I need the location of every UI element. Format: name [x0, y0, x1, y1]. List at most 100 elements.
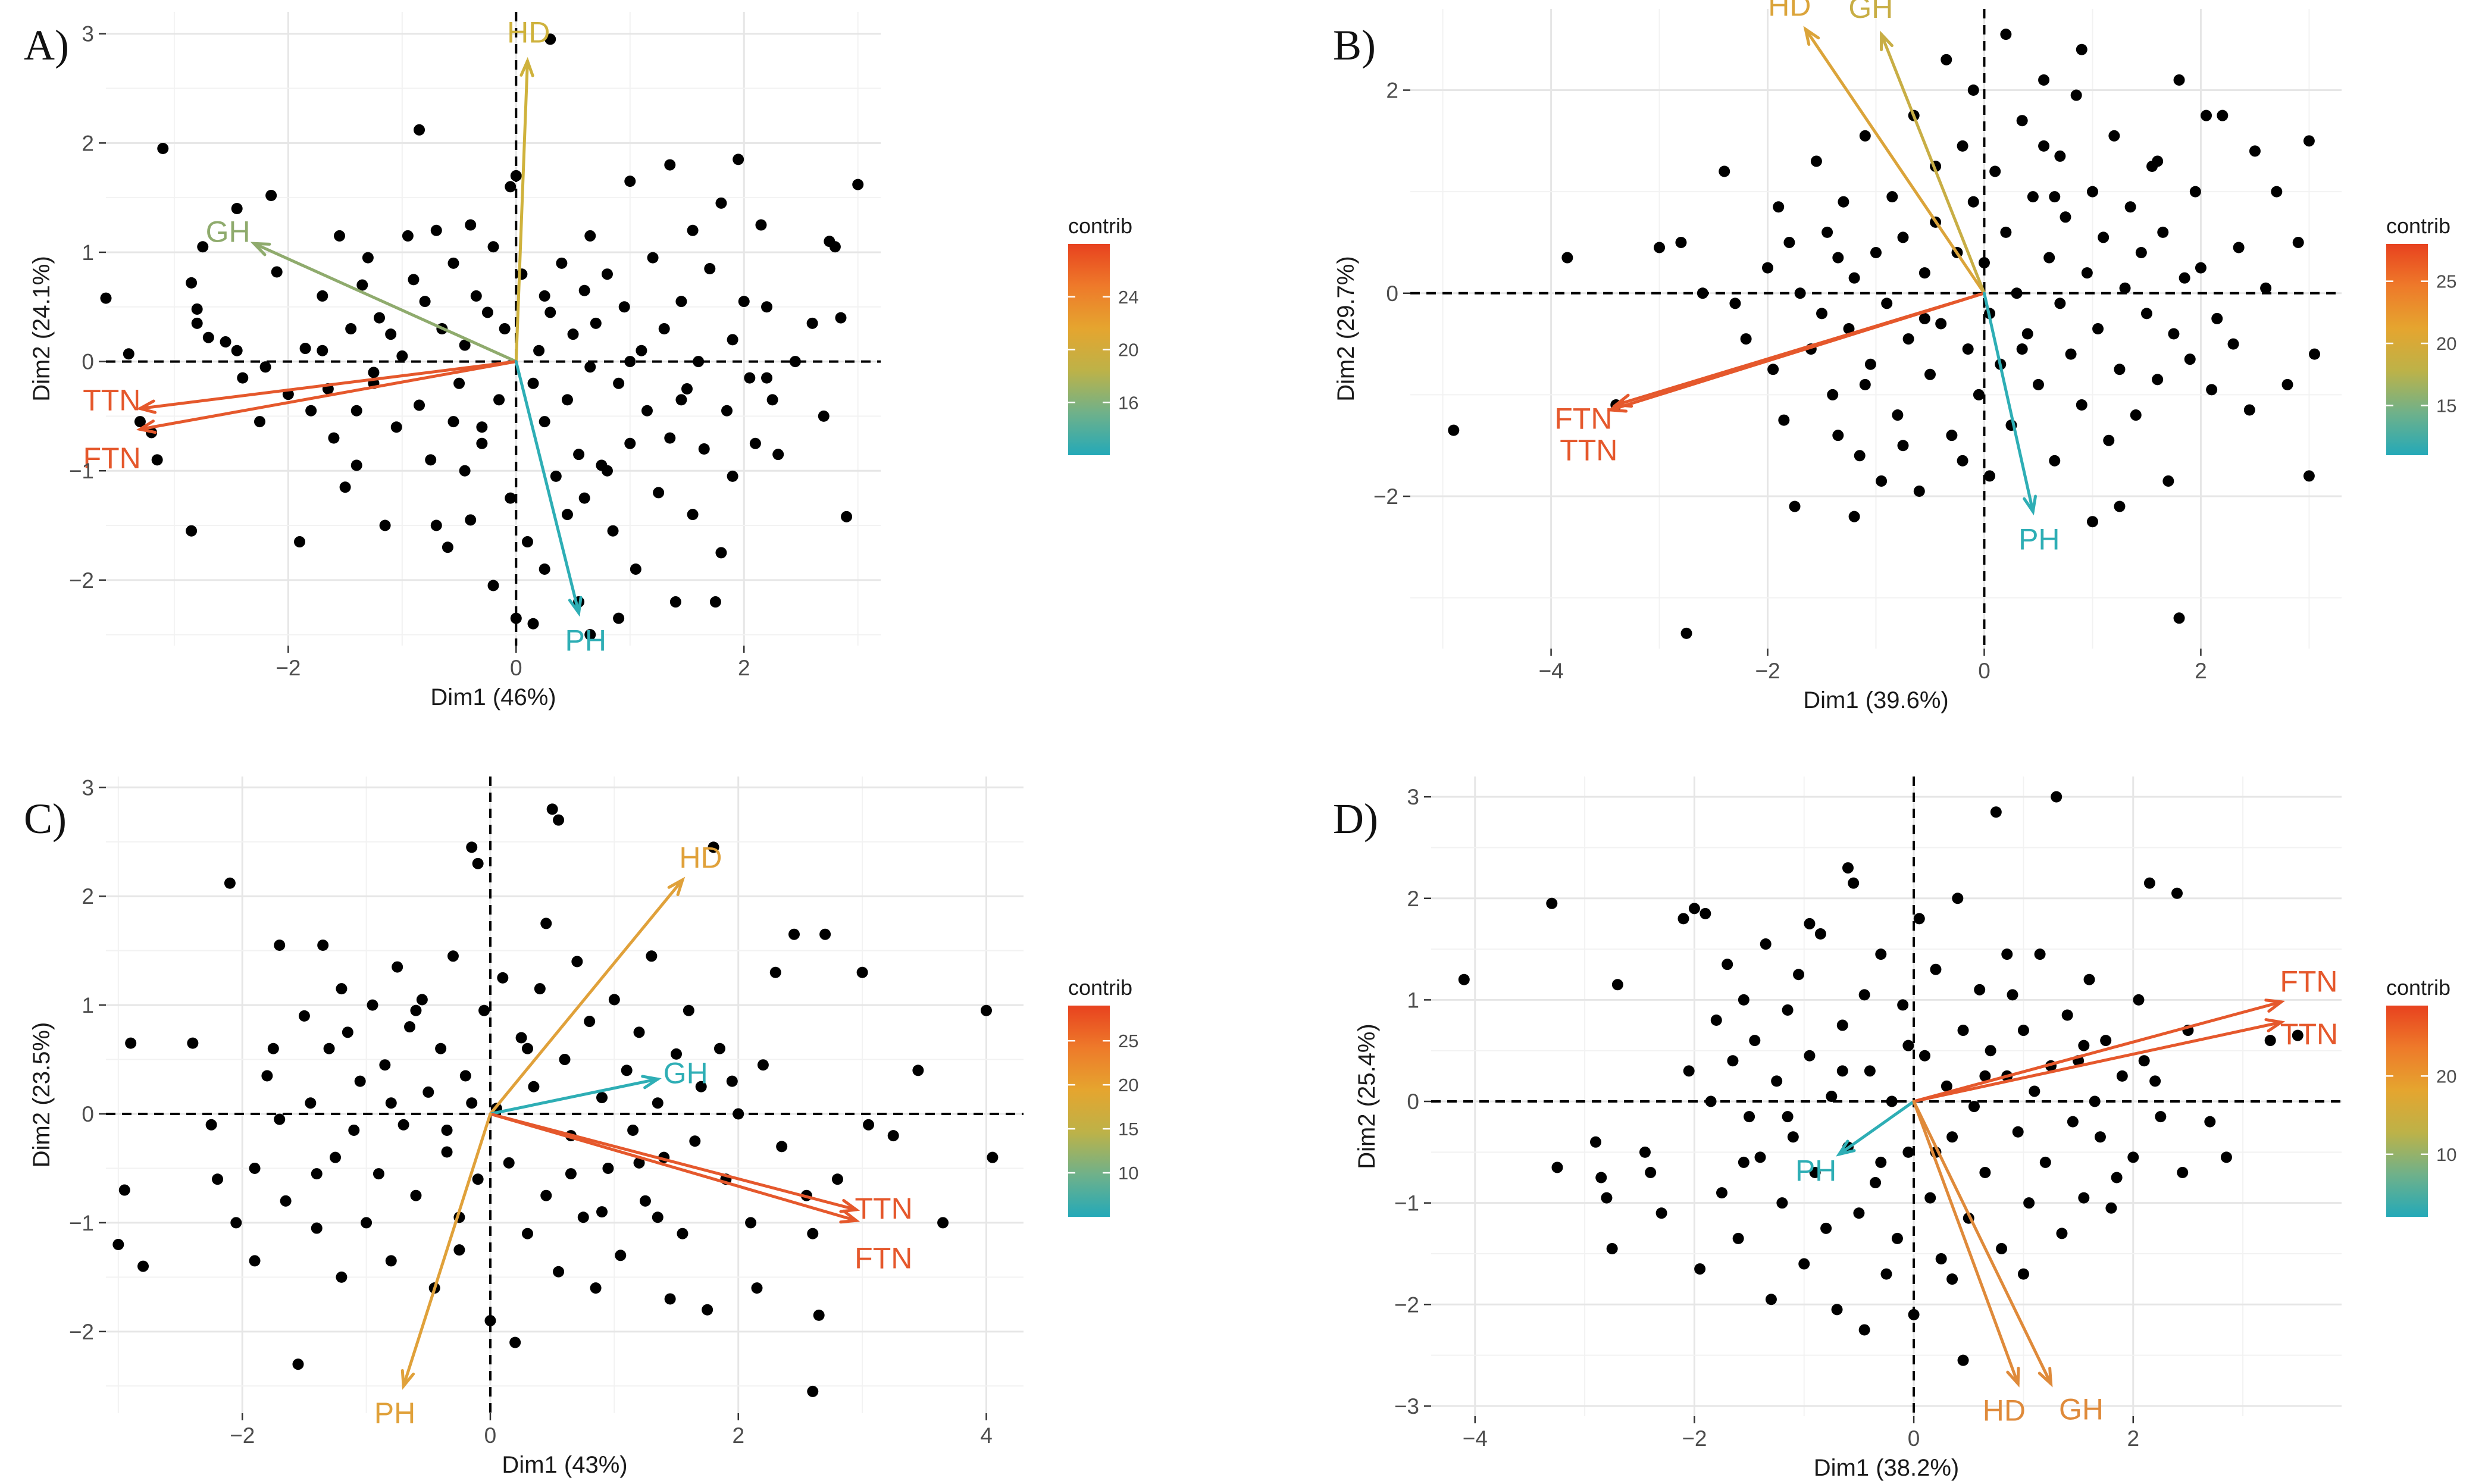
legend-title-b: contrib: [2386, 214, 2450, 238]
y-axis-title-a: Dim2 (24.1%): [29, 256, 55, 402]
legend-a: contrib 16 20 24: [1068, 214, 1138, 455]
x-tick-label: 0: [484, 1423, 497, 1448]
data-point: [1826, 1091, 1838, 1102]
data-point: [1957, 1025, 1969, 1037]
legend-title-c: contrib: [1068, 975, 1132, 1000]
data-point: [2108, 130, 2120, 142]
data-point: [466, 1097, 478, 1109]
data-point: [2016, 115, 2028, 127]
data-point: [305, 1097, 317, 1109]
data-point: [2070, 89, 2082, 101]
arrow-label-ph: PH: [1795, 1154, 1836, 1187]
data-point: [379, 1059, 391, 1071]
data-point: [528, 1081, 540, 1092]
data-point: [430, 224, 442, 236]
data-point: [2021, 328, 2033, 340]
data-point: [807, 1385, 819, 1397]
arrow-head: [839, 1209, 860, 1224]
data-point: [852, 179, 864, 190]
arrow-shaft: [1982, 292, 2035, 514]
loading-arrow-ftn: FTN: [1912, 965, 2338, 1103]
data-point: [453, 377, 465, 389]
data-point: [1645, 1166, 1657, 1178]
data-point: [1754, 1151, 1766, 1163]
zero-lines-b: [1410, 9, 2342, 649]
data-point: [2065, 348, 2077, 360]
arrow-head: [568, 596, 583, 617]
data-point: [1918, 267, 1930, 279]
y-tick-label: 3: [82, 22, 94, 46]
data-point: [829, 241, 841, 253]
data-point: [2092, 323, 2104, 334]
data-point: [1655, 1207, 1667, 1219]
data-point: [721, 405, 733, 417]
loading-arrow-hd: HD: [1768, 0, 1986, 295]
data-point: [704, 263, 716, 275]
data-point: [715, 197, 727, 209]
arrow-head: [2023, 494, 2038, 516]
data-point: [539, 416, 550, 428]
data-point: [1946, 430, 1958, 442]
data-point: [1683, 1065, 1695, 1077]
arrow-shaft: [1912, 1020, 2283, 1103]
arrow-shaft: [1912, 1000, 2283, 1103]
points-a: [100, 33, 864, 641]
data-point: [559, 1054, 571, 1066]
data-point: [613, 377, 625, 389]
data-point: [447, 257, 459, 269]
loading-arrow-ph: PH: [514, 360, 606, 657]
data-point: [465, 514, 477, 526]
legend-title-a: contrib: [1068, 214, 1132, 238]
data-point: [197, 241, 209, 253]
data-point: [1749, 1035, 1761, 1047]
data-point: [540, 1189, 552, 1201]
arrow-shaft: [489, 878, 684, 1116]
x-tick-label: 2: [2127, 1426, 2139, 1451]
data-point: [1827, 389, 1839, 400]
arrow-label-ftn: FTN: [83, 442, 141, 475]
y-tick-label: 0: [1386, 281, 1398, 306]
arrow-shaft: [489, 1112, 858, 1211]
legend-tick-label: 20: [1118, 1075, 1138, 1095]
data-point: [624, 356, 636, 368]
data-point: [1680, 627, 1692, 639]
data-point: [186, 525, 198, 537]
data-point: [937, 1217, 949, 1229]
data-point: [224, 877, 236, 889]
data-point: [2061, 1009, 2073, 1021]
data-point: [624, 437, 636, 449]
data-point: [330, 1151, 341, 1163]
data-point: [453, 1244, 465, 1256]
data-point: [2220, 1151, 2232, 1163]
data-point: [1935, 1253, 1947, 1265]
data-point: [641, 405, 653, 417]
plot-area-a: [106, 12, 881, 646]
data-point: [1744, 1111, 1755, 1123]
x-axis-title-a: Dim1 (46%): [430, 684, 556, 710]
data-point: [2227, 338, 2239, 350]
data-point: [1919, 1050, 1931, 1062]
arrow-head: [519, 57, 534, 77]
data-point: [675, 394, 687, 406]
data-point: [819, 928, 831, 940]
data-point: [2211, 312, 2223, 324]
arrow-head: [136, 399, 157, 414]
x-tick-label: 2: [732, 1423, 744, 1448]
arrow-head: [1803, 26, 1820, 46]
data-point: [396, 350, 408, 362]
data-point: [1738, 994, 1749, 1006]
arrow-label-ph: PH: [2018, 522, 2060, 556]
data-point: [761, 372, 773, 384]
arrow-head: [1880, 30, 1894, 52]
legend-tick-label: 16: [1118, 392, 1138, 413]
data-point: [2177, 1166, 2189, 1178]
data-point: [1822, 226, 1833, 238]
data-point: [1787, 1131, 1799, 1143]
data-point: [1985, 1045, 1996, 1057]
points-c: [112, 803, 999, 1397]
data-point: [1968, 1101, 1980, 1113]
data-point: [1832, 430, 1844, 442]
data-point: [553, 1266, 565, 1278]
data-point: [2083, 973, 2095, 985]
panel-c: HD GH TTN FTN PH −2 0 2 4 −2 −1 0 1 2 3 C) Dim1 (43%)…: [24, 775, 1138, 1478]
